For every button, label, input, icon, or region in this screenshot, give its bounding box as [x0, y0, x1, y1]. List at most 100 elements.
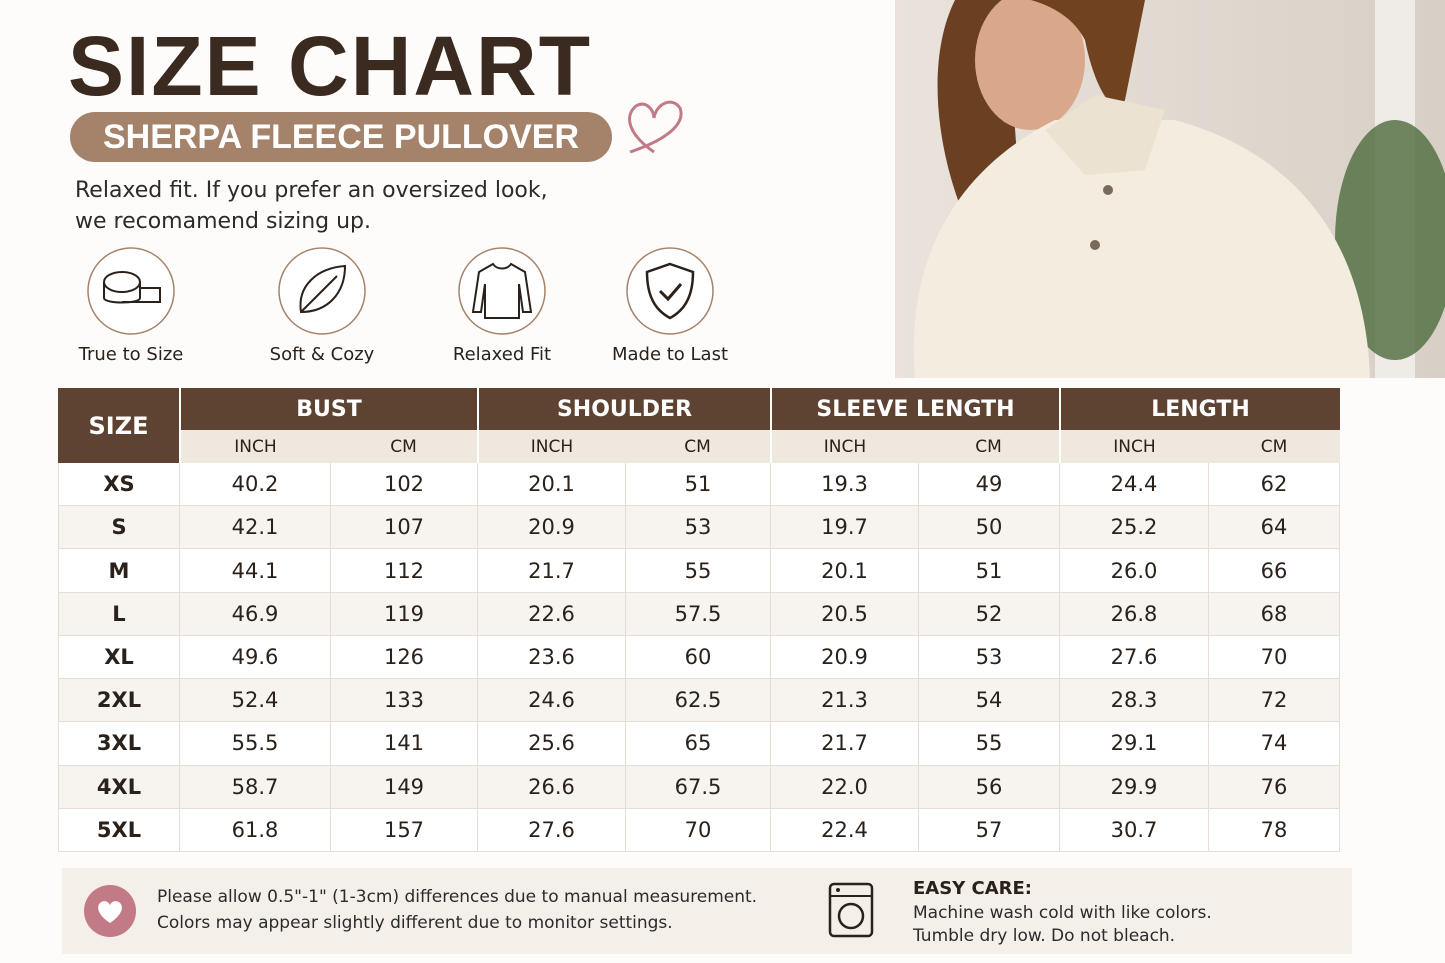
sweater-icon: [458, 247, 546, 335]
feature: Relaxed Fit: [412, 246, 592, 365]
title: SIZE CHART: [68, 19, 592, 113]
value-cell: 62: [1208, 463, 1340, 507]
value-cell: 78: [1208, 808, 1340, 852]
value-cell: 157: [330, 808, 477, 852]
value-cell: 19.7: [770, 506, 918, 550]
feature-label: Relaxed Fit: [452, 344, 552, 365]
tape-icon: [87, 247, 175, 335]
value-cell: 24.6: [477, 679, 625, 723]
feature-label: Made to Last: [611, 344, 729, 365]
value-cell: 25.6: [477, 722, 625, 766]
value-cell: 62.5: [625, 679, 770, 723]
description: we recomamend sizing up.: [75, 209, 371, 234]
value-cell: 57: [918, 808, 1059, 852]
value-cell: 70: [1208, 635, 1340, 680]
value-cell: 28.3: [1059, 679, 1208, 723]
value-cell: 51: [918, 549, 1059, 593]
group-header: SLEEVE LENGTH: [770, 388, 1059, 430]
group-header: BUST: [179, 388, 477, 430]
value-cell: 55.5: [179, 722, 330, 766]
feature-label: Soft & Cozy: [269, 344, 375, 365]
product-photo: [895, 0, 1445, 378]
value-cell: 22.6: [477, 592, 625, 636]
value-cell: 133: [330, 679, 477, 723]
value-cell: 26.0: [1059, 549, 1208, 593]
value-cell: 126: [330, 635, 477, 680]
value-cell: 21.3: [770, 679, 918, 723]
feature: Made to Last: [580, 246, 760, 365]
value-cell: 27.6: [1059, 635, 1208, 680]
value-cell: 20.1: [770, 549, 918, 593]
value-cell: 68: [1208, 592, 1340, 636]
unit-header: CM: [625, 430, 770, 463]
heart-icon: [84, 885, 136, 937]
value-cell: 54: [918, 679, 1059, 723]
heart-doodle: [628, 100, 683, 154]
value-cell: 49.6: [179, 635, 330, 680]
shield-icon: [626, 247, 714, 335]
value-cell: 49: [918, 463, 1059, 507]
size-cell: S: [58, 506, 179, 550]
size-cell: 3XL: [58, 722, 179, 766]
value-cell: 20.1: [477, 463, 625, 507]
unit-header: INCH: [477, 430, 625, 463]
value-cell: 56: [918, 765, 1059, 809]
value-cell: 51: [625, 463, 770, 507]
value-cell: 24.4: [1059, 463, 1208, 507]
feature: True to Size: [41, 246, 221, 365]
group-header: LENGTH: [1059, 388, 1340, 430]
value-cell: 60: [625, 635, 770, 680]
size-cell: XS: [58, 463, 179, 507]
value-cell: 42.1: [179, 506, 330, 550]
value-cell: 30.7: [1059, 808, 1208, 852]
value-cell: 64: [1208, 506, 1340, 550]
value-cell: 26.6: [477, 765, 625, 809]
value-cell: 58.7: [179, 765, 330, 809]
value-cell: 29.1: [1059, 722, 1208, 766]
value-cell: 40.2: [179, 463, 330, 507]
value-cell: 53: [625, 506, 770, 550]
value-cell: 25.2: [1059, 506, 1208, 550]
leaf-icon: [278, 247, 366, 335]
value-cell: 20.5: [770, 592, 918, 636]
value-cell: 29.9: [1059, 765, 1208, 809]
value-cell: 44.1: [179, 549, 330, 593]
size-table: SIZE BUST INCH CM SHOULDER INCH CM SLEEVE LENGT…: [58, 388, 1340, 852]
value-cell: 76: [1208, 765, 1340, 809]
size-cell: L: [58, 592, 179, 636]
size-cell: 5XL: [58, 808, 179, 852]
size-header: SIZE: [58, 388, 179, 463]
value-cell: 26.8: [1059, 592, 1208, 636]
value-cell: 50: [918, 506, 1059, 550]
value-cell: 74: [1208, 722, 1340, 766]
unit-header: INCH: [770, 430, 918, 463]
value-cell: 70: [625, 808, 770, 852]
group-header: SHOULDER: [477, 388, 770, 430]
unit-header: INCH: [179, 430, 330, 463]
unit-header: CM: [1208, 430, 1340, 463]
value-cell: 52.4: [179, 679, 330, 723]
description: Relaxed fit. If you prefer an oversized …: [75, 178, 548, 203]
value-cell: 55: [918, 722, 1059, 766]
feature-label: True to Size: [78, 344, 184, 365]
value-cell: 112: [330, 549, 477, 593]
unit-header: CM: [918, 430, 1059, 463]
size-cell: M: [58, 549, 179, 593]
value-cell: 53: [918, 635, 1059, 680]
feature: Soft & Cozy: [232, 246, 412, 365]
value-cell: 67.5: [625, 765, 770, 809]
size-cell: 2XL: [58, 679, 179, 723]
value-cell: 65: [625, 722, 770, 766]
size-cell: 4XL: [58, 765, 179, 809]
note: Please allow 0.5"-1" (1-3cm) differences…: [157, 887, 758, 907]
value-cell: 66: [1208, 549, 1340, 593]
value-cell: 27.6: [477, 808, 625, 852]
value-cell: 149: [330, 765, 477, 809]
footer: Please allow 0.5"-1" (1-3cm) differences…: [62, 868, 1352, 954]
value-cell: 23.6: [477, 635, 625, 680]
care-title: EASY CARE:: [913, 878, 1032, 899]
unit-header: CM: [330, 430, 477, 463]
value-cell: 22.0: [770, 765, 918, 809]
value-cell: 57.5: [625, 592, 770, 636]
